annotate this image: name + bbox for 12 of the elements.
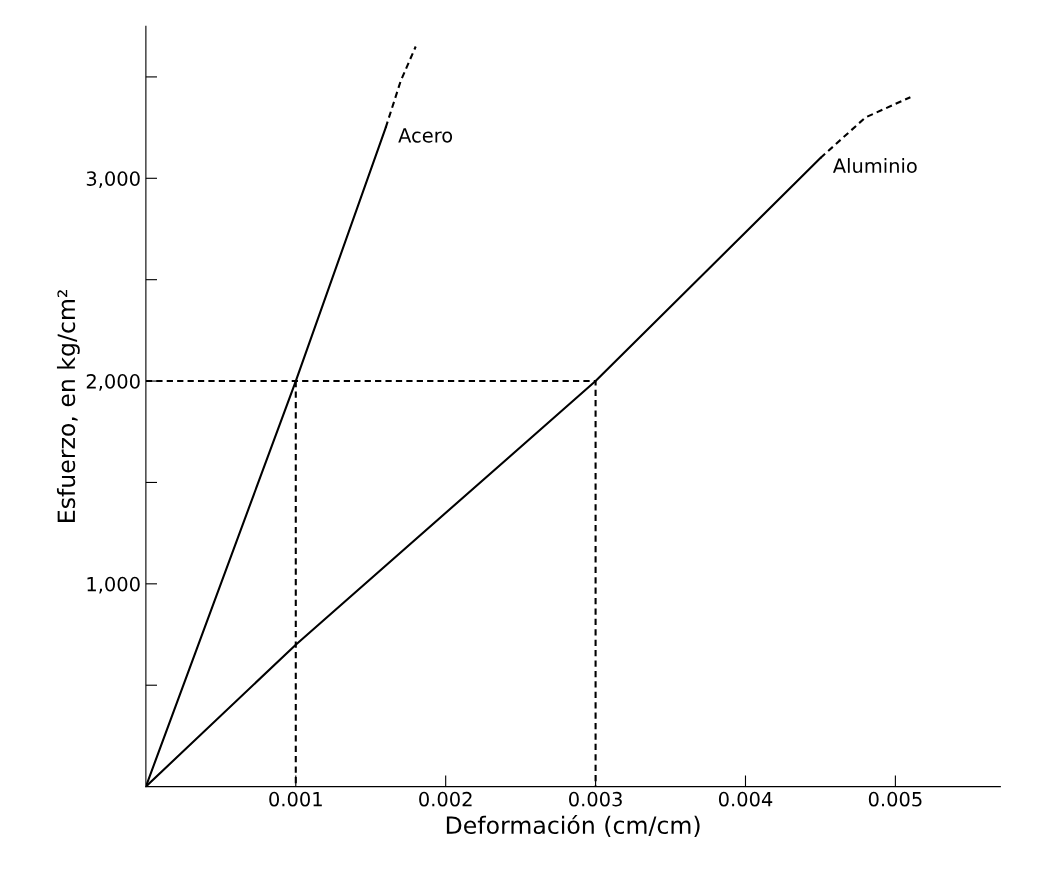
- x-axis-title: Deformación (cm/cm): [446, 814, 700, 837]
- x-tick-label: 0.005: [868, 791, 922, 807]
- x-tick-label: 0.001: [269, 791, 322, 807]
- y-tick-label: 3,000: [86, 171, 140, 188]
- x-tick-label: 0.004: [718, 791, 773, 807]
- y-tick-label: 1,000: [87, 576, 140, 594]
- x-tick-label: 0.002: [419, 791, 472, 807]
- x-tick-label: 0.003: [569, 791, 622, 807]
- y-axis-title: Esfuerzo, en kg/cm²: [56, 290, 80, 522]
- y-tick-label: 2,000: [86, 374, 140, 391]
- series-label: Aluminio: [832, 158, 917, 174]
- series-label: Acero: [398, 128, 453, 143]
